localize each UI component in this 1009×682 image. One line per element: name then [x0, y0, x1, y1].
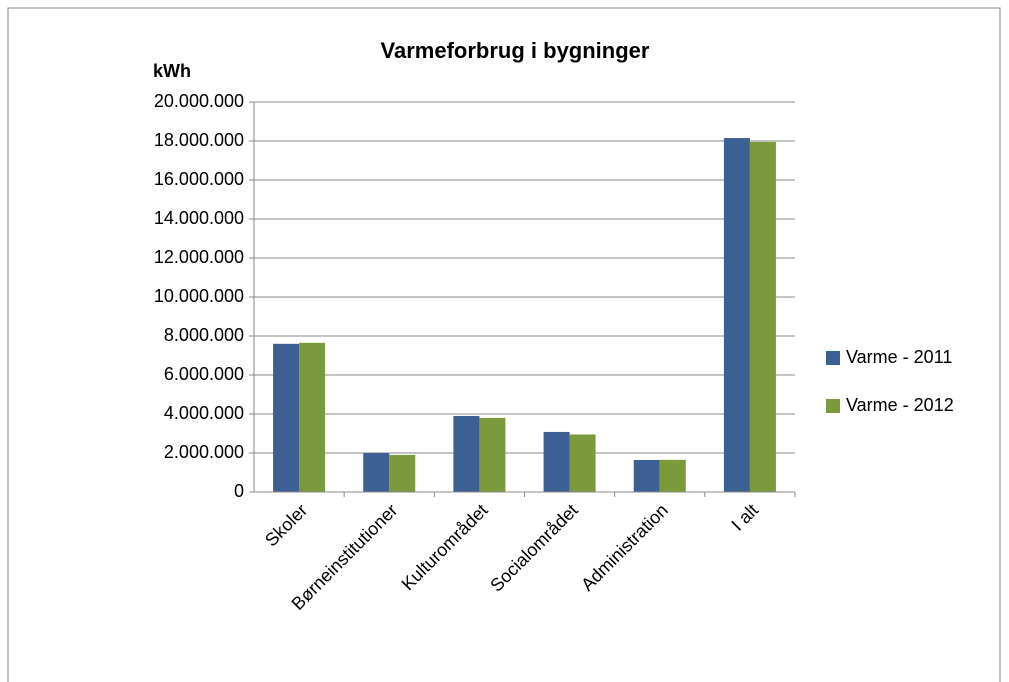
legend-swatch	[826, 399, 840, 413]
bar	[479, 417, 506, 492]
bar	[273, 343, 300, 492]
y-tick-label: 6.000.000	[164, 364, 244, 384]
legend-label: Varme - 2012	[846, 395, 954, 415]
legend-label: Varme - 2011	[846, 347, 952, 367]
y-tick-label: 14.000.000	[154, 208, 244, 228]
chart-frame	[7, 7, 1001, 682]
y-axis-label: kWh	[153, 61, 191, 81]
y-tick-label: 0	[234, 481, 244, 501]
bar	[543, 431, 570, 492]
y-tick-label: 18.000.000	[154, 130, 244, 150]
y-tick-label: 10.000.000	[154, 286, 244, 306]
y-tick-label: 20.000.000	[154, 91, 244, 111]
y-tick-label: 16.000.000	[154, 169, 244, 189]
bar	[299, 342, 326, 492]
bar	[659, 459, 686, 492]
bar	[363, 453, 390, 492]
y-tick-label: 4.000.000	[164, 403, 244, 423]
chart-title: Varmeforbrug i bygninger	[381, 38, 650, 63]
y-tick-label: 12.000.000	[154, 247, 244, 267]
bar	[749, 141, 776, 492]
bar	[389, 454, 416, 492]
bar	[723, 138, 750, 492]
bar	[453, 415, 480, 492]
y-tick-label: 2.000.000	[164, 442, 244, 462]
bar	[569, 434, 596, 492]
legend-swatch	[826, 351, 840, 365]
bar	[633, 460, 660, 492]
y-tick-label: 8.000.000	[164, 325, 244, 345]
